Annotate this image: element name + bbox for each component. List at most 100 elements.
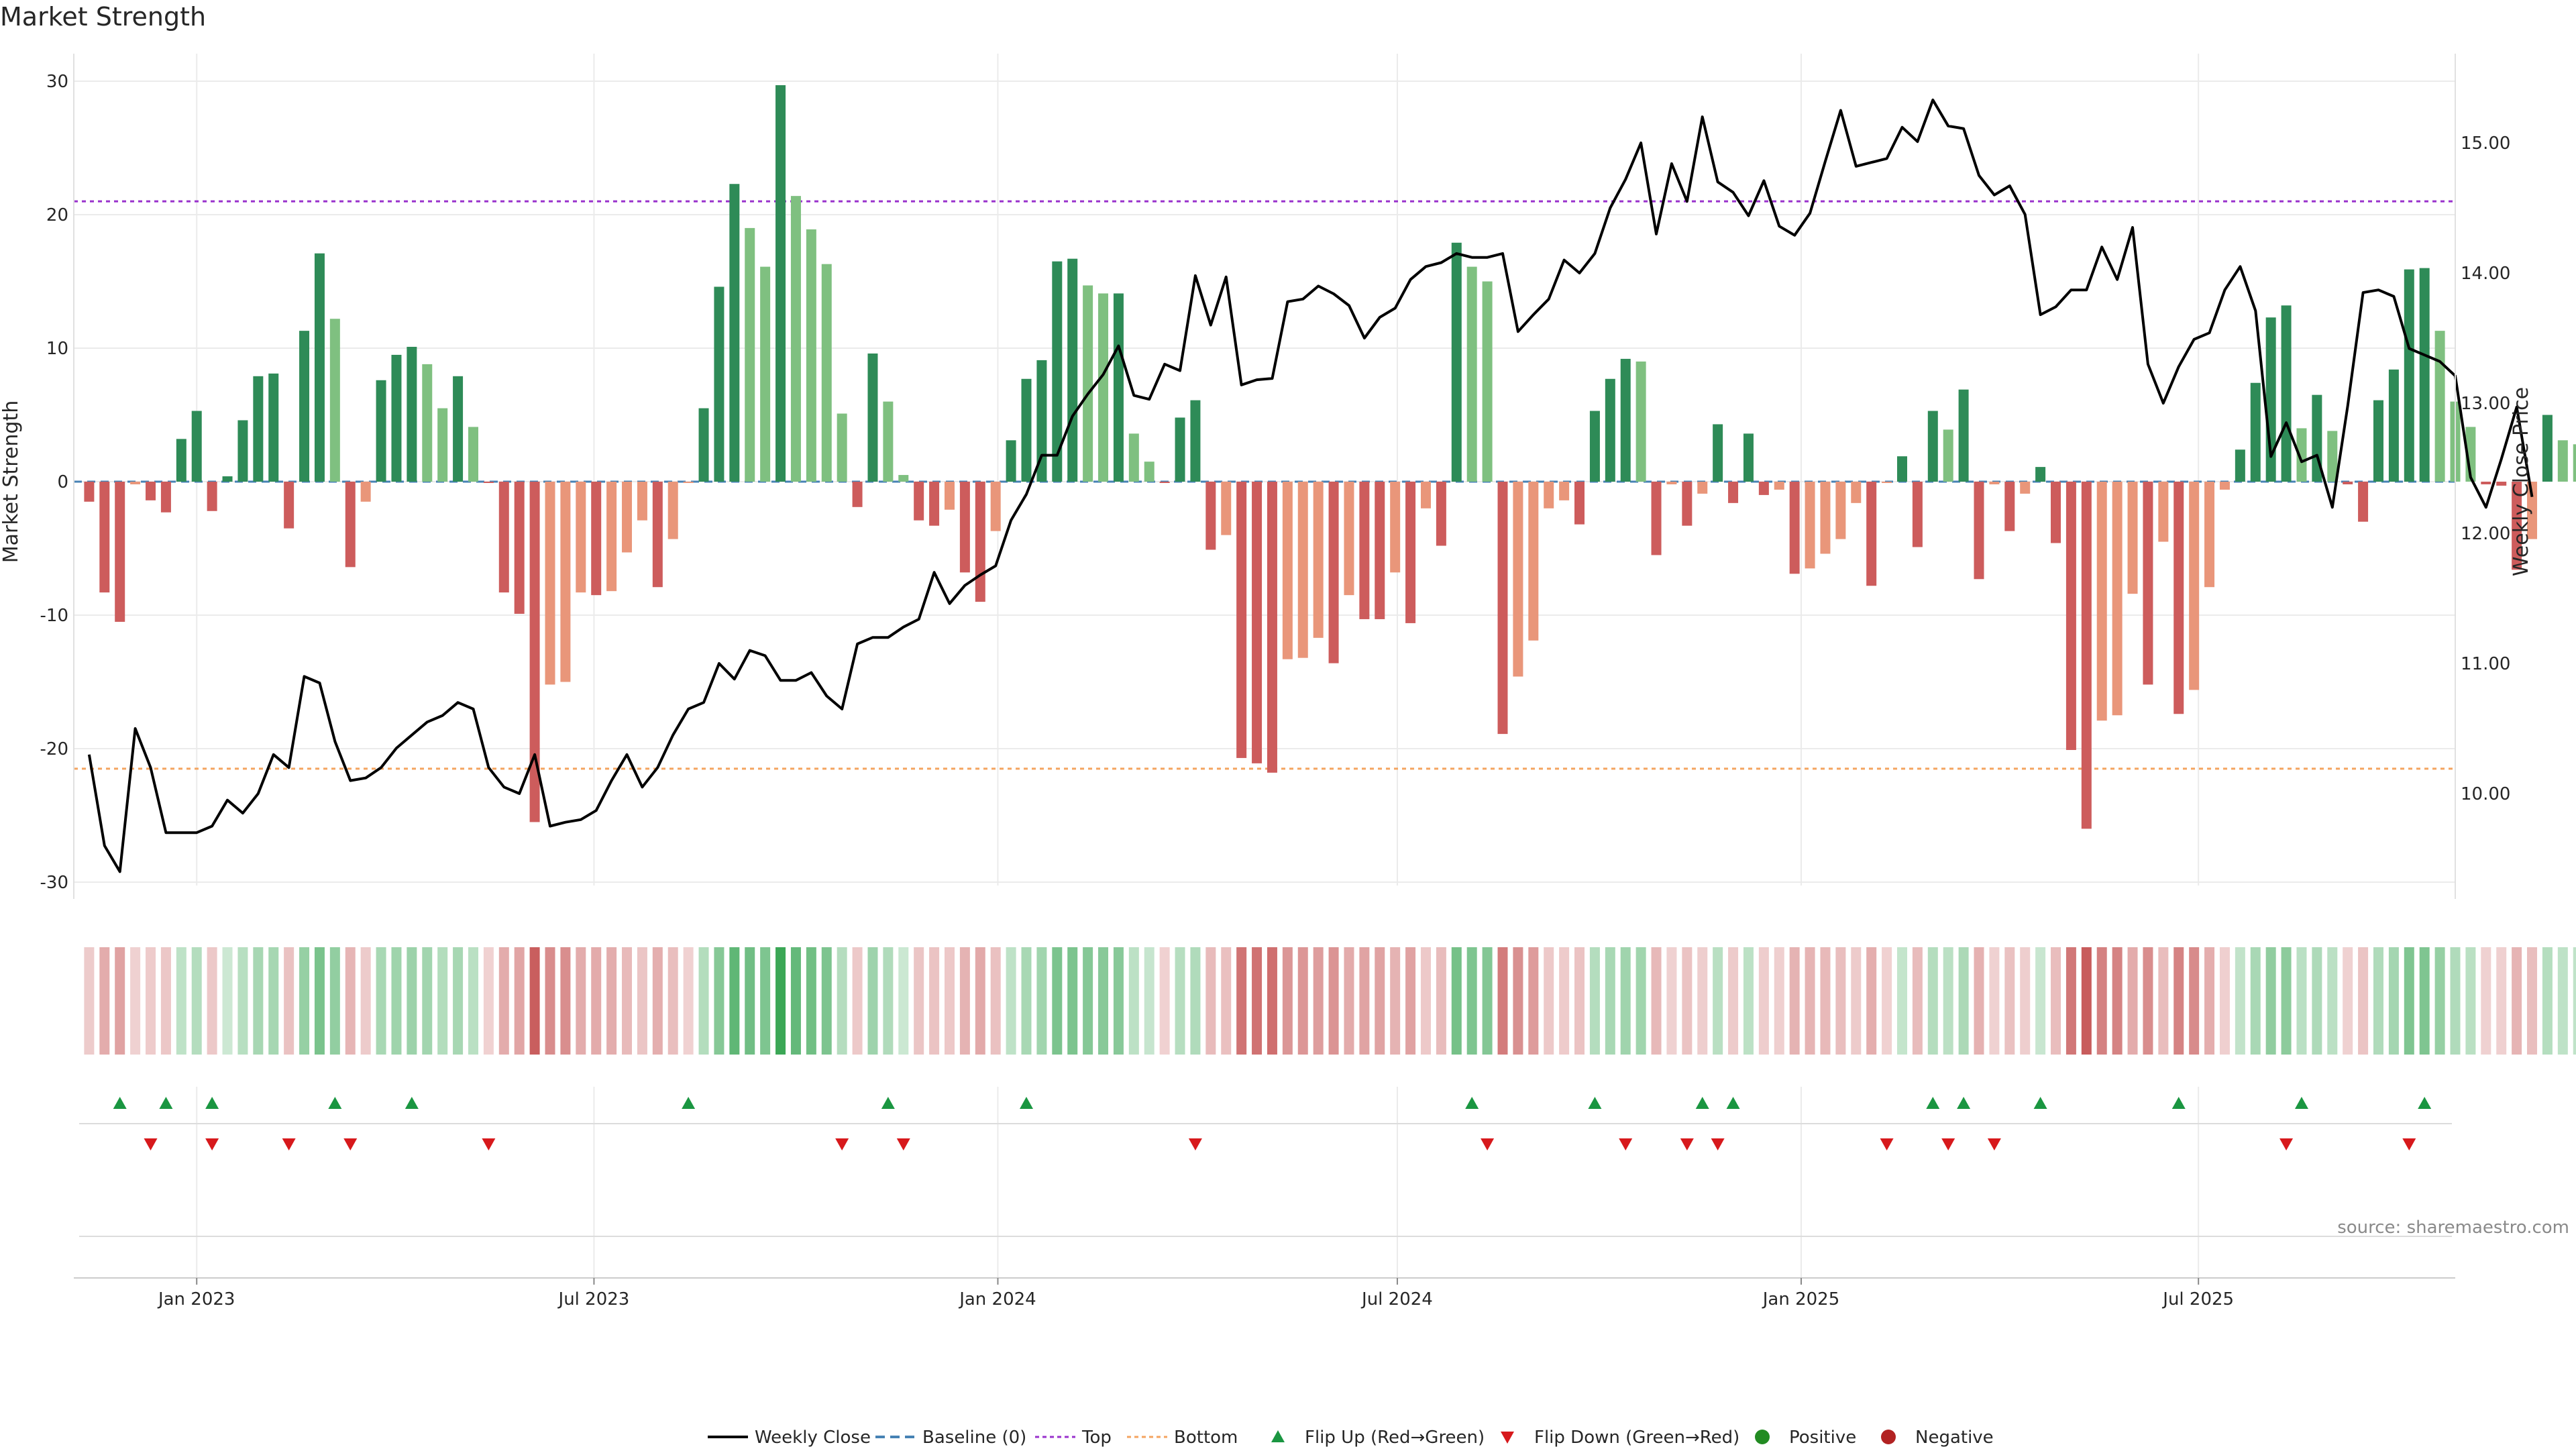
strength-bar xyxy=(2496,482,2507,486)
strength-bar xyxy=(683,482,694,483)
strength-bar xyxy=(929,482,940,526)
strength-bar xyxy=(391,354,402,482)
strength-bar xyxy=(1344,482,1354,596)
heat-cell xyxy=(453,947,464,1055)
flip-down-marker xyxy=(1481,1138,1495,1150)
heat-cell xyxy=(2189,947,2200,1055)
heat-cell xyxy=(391,947,402,1055)
heat-cell xyxy=(1697,947,1708,1055)
heat-cell xyxy=(1651,947,1662,1055)
heat-cell xyxy=(775,947,786,1055)
heat-cell xyxy=(2557,947,2568,1055)
heat-cell xyxy=(1297,947,1308,1055)
strength-bar xyxy=(914,482,924,521)
strength-bar xyxy=(2481,482,2491,484)
y-tick-label: 10 xyxy=(46,339,68,359)
heat-cell xyxy=(1328,947,1339,1055)
heat-cell xyxy=(975,947,985,1055)
heat-cell xyxy=(1375,947,1385,1055)
strength-bar xyxy=(2296,428,2307,482)
weekly-close-polyline xyxy=(87,99,2534,873)
heat-cell xyxy=(2096,947,2107,1055)
heat-cell xyxy=(329,947,340,1055)
heat-cell xyxy=(1144,947,1155,1055)
strength-bar xyxy=(1190,400,1201,482)
strength-bar xyxy=(1620,358,1631,482)
flip-down-marker xyxy=(1619,1138,1633,1150)
heat-cell xyxy=(745,947,755,1055)
strength-bar xyxy=(1943,429,1953,482)
strength-bar xyxy=(2235,449,2245,482)
heat-cell xyxy=(914,947,924,1055)
strength-bar xyxy=(667,482,678,539)
flip-up-marker xyxy=(2033,1097,2047,1109)
heat-cell xyxy=(2296,947,2307,1055)
y-axis: 30 20 10 0 -10 -20 -30 xyxy=(40,54,74,899)
legend-positive-swatch xyxy=(1755,1430,1770,1444)
heat-cell xyxy=(2020,947,2031,1055)
strength-bar xyxy=(1682,482,1693,526)
heat-cell xyxy=(1128,947,1139,1055)
strength-bar xyxy=(2343,482,2353,484)
strength-bar xyxy=(237,420,248,482)
strength-bar xyxy=(268,373,279,482)
heat-cell xyxy=(1098,947,1109,1055)
strength-bar xyxy=(1605,378,1615,482)
strength-bar xyxy=(2512,482,2522,570)
flip-up-marker xyxy=(2418,1097,2432,1109)
flip-down-marker xyxy=(144,1138,158,1150)
heat-cell xyxy=(1544,947,1554,1055)
heat-cell xyxy=(483,947,494,1055)
strength-bar xyxy=(545,482,555,685)
heat-cell xyxy=(898,947,909,1055)
heat-cell xyxy=(2004,947,2015,1055)
heat-cell xyxy=(146,947,156,1055)
source-note: source: sharemaestro.com xyxy=(2337,1218,2569,1238)
heat-cell xyxy=(760,947,771,1055)
heat-cell xyxy=(652,947,663,1055)
heat-cell xyxy=(360,947,371,1055)
heat-cell xyxy=(1205,947,1216,1055)
strength-bar xyxy=(2281,305,2292,482)
heat-cell xyxy=(1574,947,1585,1055)
strength-bar xyxy=(1205,482,1216,550)
strength-bar xyxy=(1113,293,1124,482)
strength-bar xyxy=(1175,417,1185,482)
strength-bar xyxy=(1559,482,1570,500)
strength-bar xyxy=(498,482,509,593)
heat-cell xyxy=(1052,947,1063,1055)
heat-cell xyxy=(1252,947,1263,1055)
strength-bar xyxy=(1267,482,1277,773)
heat-cell xyxy=(207,947,217,1055)
heat-cell xyxy=(667,947,678,1055)
y-tick-label: 20 xyxy=(46,205,68,225)
strength-bar xyxy=(2527,482,2538,539)
legend-bottom-label: Bottom xyxy=(1174,1428,1238,1448)
x-tick-label: Jul 2024 xyxy=(1360,1289,1433,1309)
heat-cell xyxy=(376,947,386,1055)
strength-bar xyxy=(2219,482,2230,490)
strength-bar xyxy=(1666,482,1677,484)
strength-bar xyxy=(1420,482,1431,508)
strength-bar xyxy=(2065,482,2076,750)
heat-cell xyxy=(2081,947,2092,1055)
heat-cell xyxy=(2465,947,2476,1055)
heat-cell xyxy=(560,947,571,1055)
heat-cell xyxy=(1282,947,1293,1055)
x-axis: Jan 2023 Jul 2023 Jan 2024 Jul 2024 Jan 2025… xyxy=(74,1277,2455,1309)
heat-cell xyxy=(1344,947,1354,1055)
heat-cell xyxy=(1405,947,1416,1055)
strength-bar xyxy=(1375,482,1385,619)
strength-bar xyxy=(345,482,356,568)
strength-bar xyxy=(1651,482,1662,555)
strength-bar xyxy=(1482,281,1493,482)
strength-bar xyxy=(1805,482,1815,569)
legend-negative-label: Negative xyxy=(1915,1428,1994,1448)
strength-bar xyxy=(775,85,786,482)
y-axis-label: Market Strength xyxy=(0,400,23,563)
heat-cell xyxy=(837,947,847,1055)
heat-cell xyxy=(2450,947,2461,1055)
heat-cell xyxy=(1805,947,1815,1055)
strength-bar xyxy=(1006,440,1016,482)
strength-bar xyxy=(591,482,602,596)
